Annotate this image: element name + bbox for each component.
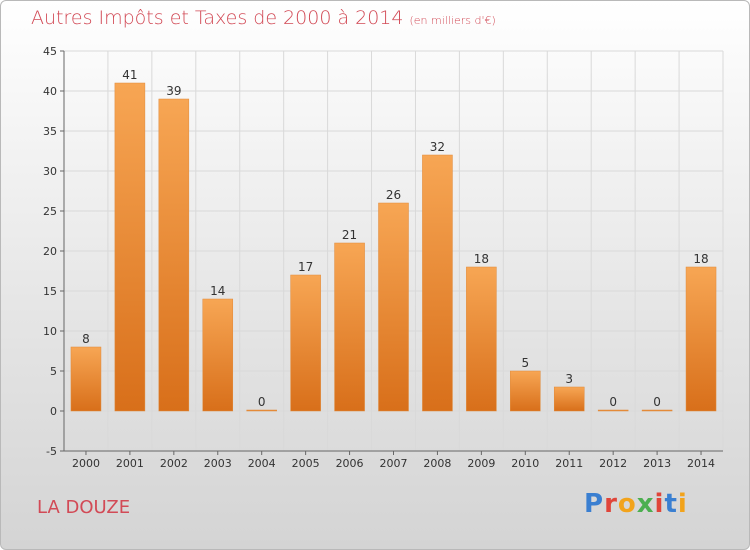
x-tick-label: 2002 [160,457,188,470]
logo-letter: i [677,489,688,519]
logo-letter: P [584,489,605,519]
data-label: 5 [521,356,529,370]
y-tick-label: 40 [43,85,57,98]
bar-2009 [466,266,497,412]
y-tick-label: 20 [43,245,57,258]
x-tick-label: 2007 [380,457,408,470]
bar-2001 [114,82,146,412]
bar-2000 [70,346,102,412]
bar-2005 [290,274,321,412]
bar-2007 [378,202,409,412]
bar-2013 [641,409,673,412]
data-label: 14 [210,284,225,298]
data-label: 18 [474,252,489,266]
x-tick-label: 2010 [511,457,539,470]
x-tick-label: 2006 [336,457,364,470]
bar-2002 [158,98,190,412]
data-label: 0 [653,395,661,409]
y-tick-label: 15 [43,285,57,298]
bar-2004 [246,409,277,412]
y-tick-label: 10 [43,325,57,338]
data-label: 26 [386,188,401,202]
data-label: 32 [430,140,445,154]
bar-2006 [334,242,365,412]
bar-2003 [202,298,234,412]
y-tick-label: 35 [43,125,57,138]
x-tick-label: 2011 [555,457,583,470]
y-tick-label: 5 [50,365,57,378]
x-tick-label: 2014 [687,457,715,470]
bar-2011 [553,386,585,412]
data-label: 41 [122,68,137,82]
chart-title: Autres Impôts et Taxes de 2000 à 2014 (en… [31,7,496,29]
x-tick-label: 2012 [599,457,627,470]
logo-letter: r [604,489,618,519]
logo-letter: i [654,489,665,519]
bar-2010 [510,370,541,412]
bar-2008 [422,154,453,412]
x-tick-label: 2013 [643,457,671,470]
x-tick-label: 2000 [72,457,100,470]
y-tick-label: 45 [43,45,57,58]
logo-letter: x [636,489,655,519]
logo-letter: t [664,489,678,519]
x-tick-label: 2004 [248,457,276,470]
chart-unit: (en milliers d'€) [409,14,496,27]
data-label: 21 [342,228,357,242]
y-tick-label: 0 [50,405,57,418]
x-tick-label: 2003 [204,457,232,470]
y-tick-label: -5 [46,445,57,458]
x-tick-label: 2009 [467,457,495,470]
proxiti-logo: Proxiti [584,489,688,519]
data-label: 3 [565,372,573,386]
x-tick-label: 2008 [423,457,451,470]
bar-2014 [685,266,717,412]
x-tick-label: 2005 [292,457,320,470]
data-label: 8 [82,332,90,346]
data-label: 0 [258,395,266,409]
logo-letter: o [617,489,637,519]
data-label: 17 [298,260,313,274]
data-label: 18 [693,252,708,266]
data-label: 0 [609,395,617,409]
data-label: 39 [166,84,181,98]
y-tick-label: 30 [43,165,57,178]
bar-2012 [597,409,629,412]
y-tick-label: 25 [43,205,57,218]
location-name: LA DOUZE [37,497,131,518]
x-tick-label: 2001 [116,457,144,470]
